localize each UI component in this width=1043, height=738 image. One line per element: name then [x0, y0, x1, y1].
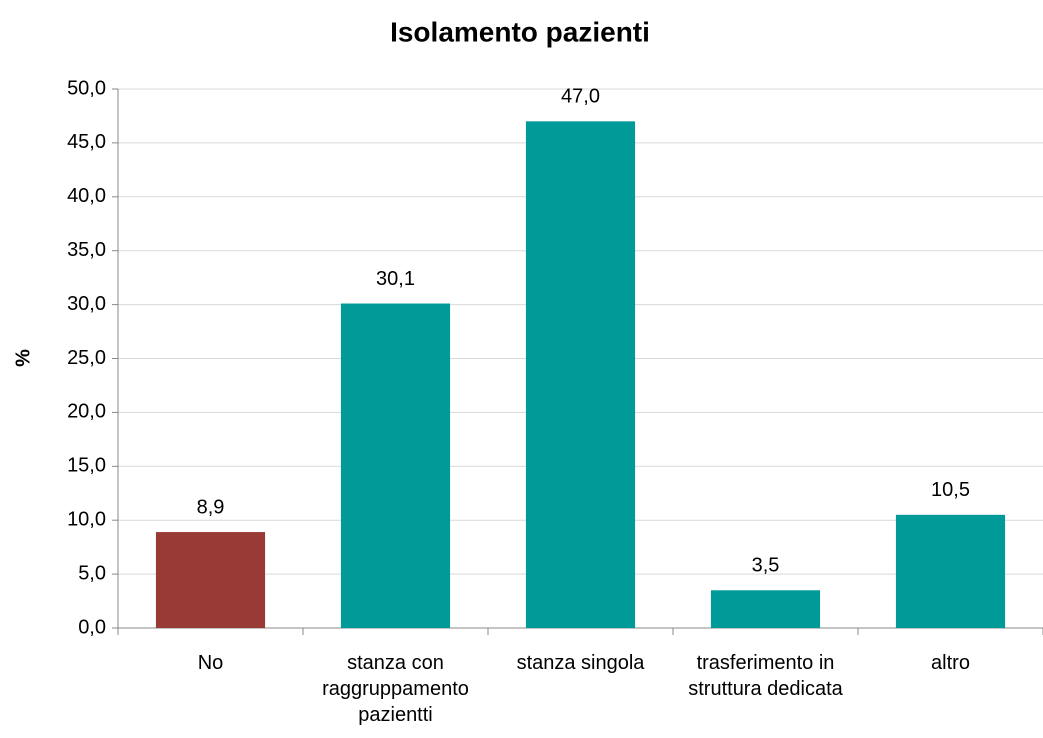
chart-title: Isolamento pazienti: [390, 16, 650, 47]
x-tick-label: trasferimento in struttura dedicata: [688, 652, 843, 700]
bar: [155, 532, 266, 628]
bar: [525, 121, 636, 628]
data-label: 47,0: [561, 86, 600, 108]
y-axis-label: %: [12, 349, 34, 367]
y-tick-label: 30,0: [67, 293, 106, 315]
y-tick-label: 5,0: [78, 562, 106, 584]
data-label: 10,5: [931, 479, 970, 501]
y-tick-label: 10,0: [67, 508, 106, 530]
data-label: 3,5: [752, 555, 780, 577]
x-tick-label: stanza con raggruppamento pazientti: [322, 652, 469, 726]
y-tick-label: 40,0: [67, 185, 106, 207]
data-label: 8,9: [197, 496, 225, 518]
y-tick-label: 35,0: [67, 239, 106, 261]
y-tick-label: 45,0: [67, 131, 106, 153]
x-tick-label: altro: [931, 652, 970, 674]
y-tick-label: 20,0: [67, 401, 106, 423]
data-label: 30,1: [376, 268, 415, 290]
bar: [710, 590, 821, 628]
x-tick-label: stanza singola: [516, 652, 645, 674]
y-tick-label: 50,0: [67, 77, 106, 99]
bar: [340, 303, 451, 628]
y-tick-label: 25,0: [67, 347, 106, 369]
x-tick-label: No: [197, 652, 224, 674]
bar: [895, 514, 1006, 628]
y-tick-label: 15,0: [67, 455, 106, 477]
y-tick-label: 0,0: [78, 616, 106, 638]
